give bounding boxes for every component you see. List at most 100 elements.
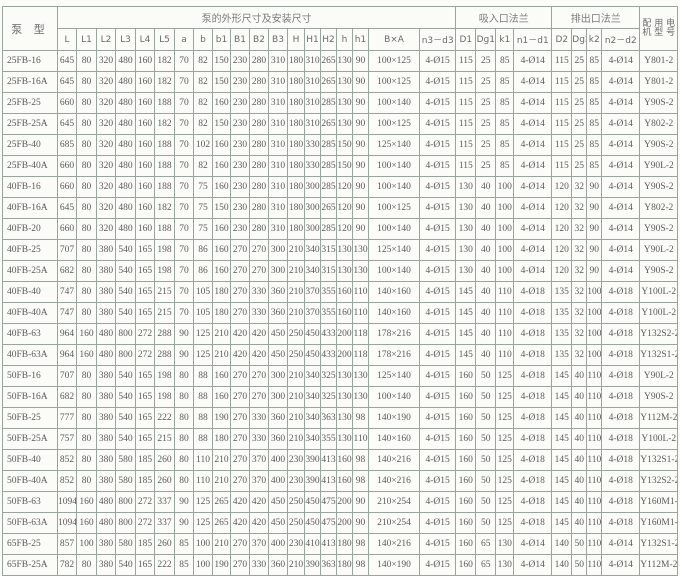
value-cell: 380 [96,554,116,576]
value-cell: 70 [174,71,194,93]
value-cell: 100 [586,323,603,345]
value-cell: 4-Ø15 [418,239,457,261]
value-cell: 380 [96,260,116,282]
value-cell: 160 [212,155,231,177]
value-cell: 1094 [57,491,77,513]
column-header: B1 [230,28,250,51]
value-cell: 782 [57,554,77,576]
value-cell: 102 [193,134,213,156]
column-header: Dg1 [475,28,497,51]
value-cell: 310 [268,92,288,114]
value-cell: 150 [212,197,231,219]
value-cell: 110 [495,323,515,345]
value-cell: 330 [249,281,269,303]
value-cell: 182 [154,71,175,93]
value-cell: 110 [495,302,515,324]
motor-model-cell: Y112M-2 [639,554,679,576]
value-cell: 390 [304,470,321,492]
value-cell: 180 [287,155,305,177]
value-cell: 230 [287,449,305,471]
value-cell: 355 [320,302,337,324]
value-cell: 80 [174,386,194,408]
value-cell: 707 [57,365,77,387]
value-cell: 25 [571,155,588,177]
value-cell: 4-Ø15 [418,344,457,366]
value-cell: 188 [154,134,175,156]
value-cell: 82 [193,92,213,114]
value-cell: 433 [320,344,337,366]
value-cell: 413 [320,449,337,471]
value-cell: 210 [287,260,305,282]
value-cell: 160 [455,449,477,471]
value-cell: 90 [352,113,369,135]
value-cell: 40 [475,197,497,219]
value-cell: 4-Ø18 [513,428,553,450]
value-cell: 130 [336,407,353,429]
value-cell: 125 [495,407,515,429]
value-cell: 450 [268,344,288,366]
value-cell: 82 [193,113,213,135]
value-cell: 285 [320,134,337,156]
value-cell: 130 [455,260,477,282]
value-cell: 340 [304,239,321,261]
value-cell: 110 [586,491,603,513]
value-cell: 180 [287,71,305,93]
value-cell: 65 [475,533,497,555]
value-cell: 110 [586,554,603,576]
value-cell: 4-Ø18 [513,281,553,303]
value-cell: 340 [304,365,321,387]
value-cell: 4-Ø18 [601,302,641,324]
value-cell: 32 [571,176,588,198]
value-cell: 222 [154,554,175,576]
value-cell: 4-Ø18 [513,302,553,324]
value-cell: 4-Ø15 [418,365,457,387]
motor-model-cell: Y802-2 [639,197,679,219]
value-cell: 110 [495,281,515,303]
value-cell: 88 [193,428,213,450]
value-cell: 80 [76,302,97,324]
value-cell: 420 [230,344,250,366]
value-cell: 270 [230,365,250,387]
value-cell: 210 [287,281,305,303]
value-cell: 70 [174,50,194,72]
value-cell: 165 [135,554,155,576]
table-row: 50FB-40A 852 80 380 580 185 260 80 110 210 270 370 4… [2,470,679,492]
table-row: 25FB-25 660 80 320 480 160 188 70 82 160 230 280 310… [2,92,679,114]
value-cell: 4-Ø18 [601,449,641,471]
motor-model-cell: Y100L-2 [639,302,679,324]
value-cell: 160 [212,134,231,156]
value-cell: 88 [193,386,213,408]
table-row: 50FB-63 1094 160 480 800 272 337 90 125 265 420 420… [2,491,679,513]
value-cell: 40 [475,281,497,303]
value-cell: 105 [193,281,213,303]
value-cell: 180 [212,428,231,450]
value-cell: 100×125 [368,197,420,219]
value-cell: 160 [212,239,231,261]
value-cell: 580 [115,470,136,492]
value-cell: 4-Ø15 [418,407,457,429]
value-cell: 115 [551,113,573,135]
value-cell: 4-Ø14 [513,50,553,72]
value-cell: 125 [495,491,515,513]
value-cell: 380 [96,386,116,408]
value-cell: 50 [475,491,497,513]
value-cell: 160 [135,218,155,240]
value-cell: 320 [96,134,116,156]
value-cell: 165 [135,239,155,261]
value-cell: 270 [230,533,250,555]
value-cell: 145 [551,386,573,408]
header-row-columns: L L1 L2 L3 L4 L5 a b b1 B1 B2 B3 H H1 H2 h h1 B×A n3－d3 D1 D… [3,28,678,51]
value-cell: 280 [249,92,269,114]
value-cell: 480 [115,113,136,135]
value-cell: 4-Ø18 [601,323,641,345]
value-cell: 182 [154,50,175,72]
value-cell: 480 [115,134,136,156]
value-cell: 130 [336,386,353,408]
value-cell: 150 [212,50,231,72]
value-cell: 265 [320,113,337,135]
value-cell: 300 [268,239,288,261]
table-row: 40FB-40 747 80 380 540 165 215 70 105 180 270 330 36… [2,281,679,303]
value-cell: 4-Ø18 [513,323,553,345]
value-cell: 380 [96,470,116,492]
value-cell: 125 [495,365,515,387]
